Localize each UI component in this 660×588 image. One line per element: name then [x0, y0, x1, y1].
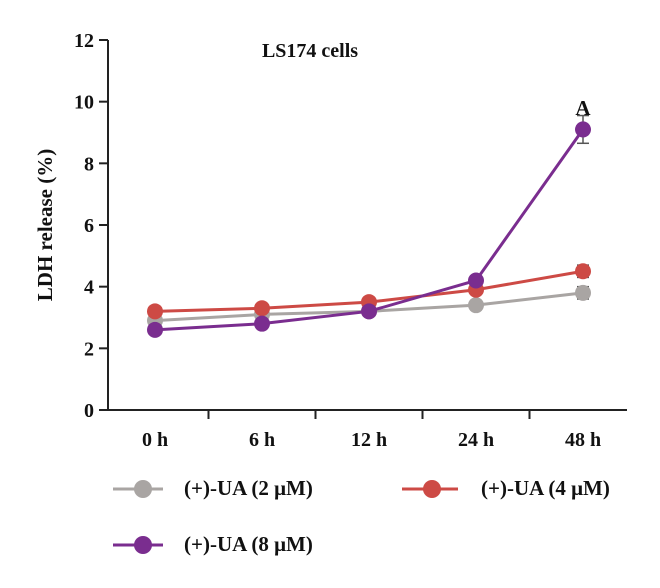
legend-marker-4um [402, 480, 458, 498]
data-point [575, 121, 591, 138]
annotation-label: A [575, 96, 591, 120]
y-tick-label: 6 [84, 215, 94, 237]
x-tick-label: 24 h [458, 429, 494, 451]
data-point [575, 284, 591, 301]
y-tick-label: 4 [84, 277, 94, 299]
x-tick-label: 0 h [142, 429, 168, 451]
data-point [575, 263, 591, 280]
data-point [254, 315, 270, 332]
chart-title: LS174 cells [262, 40, 358, 62]
data-point [468, 272, 484, 289]
legend-marker-2um [113, 480, 163, 498]
y-tick-label: 8 [84, 153, 94, 175]
data-point [147, 321, 163, 338]
x-tick-label: 12 h [351, 429, 387, 451]
legend-marker-8um [113, 536, 163, 554]
legend-item: (+)-UA (2 μM) [113, 476, 373, 502]
y-tick-label: 0 [84, 400, 94, 422]
legend-label-2um: (+)-UA (2 μM) [184, 476, 313, 500]
x-tick-label: 48 h [565, 429, 601, 451]
y-tick-label: 10 [74, 92, 94, 114]
legend-item: (+)-UA (4 μM) [402, 476, 652, 502]
data-point [147, 303, 163, 320]
y-axis-label: LDH release (%) [33, 149, 57, 301]
legend-label-8um: (+)-UA (8 μM) [184, 532, 313, 556]
legend-dot-8um [134, 536, 152, 554]
y-tick-label: 2 [84, 338, 94, 360]
y-tick-label: 12 [74, 30, 94, 52]
series-3 [147, 114, 591, 338]
legend-dot-4um [423, 480, 441, 498]
data-point [254, 300, 270, 317]
data-point [468, 297, 484, 314]
x-tick-label: 6 h [249, 429, 275, 451]
data-point [361, 303, 377, 320]
legend-item: (+)-UA (8 μM) [113, 532, 373, 558]
legend-label-4um: (+)-UA (4 μM) [481, 476, 610, 500]
legend-dot-2um [134, 480, 152, 498]
